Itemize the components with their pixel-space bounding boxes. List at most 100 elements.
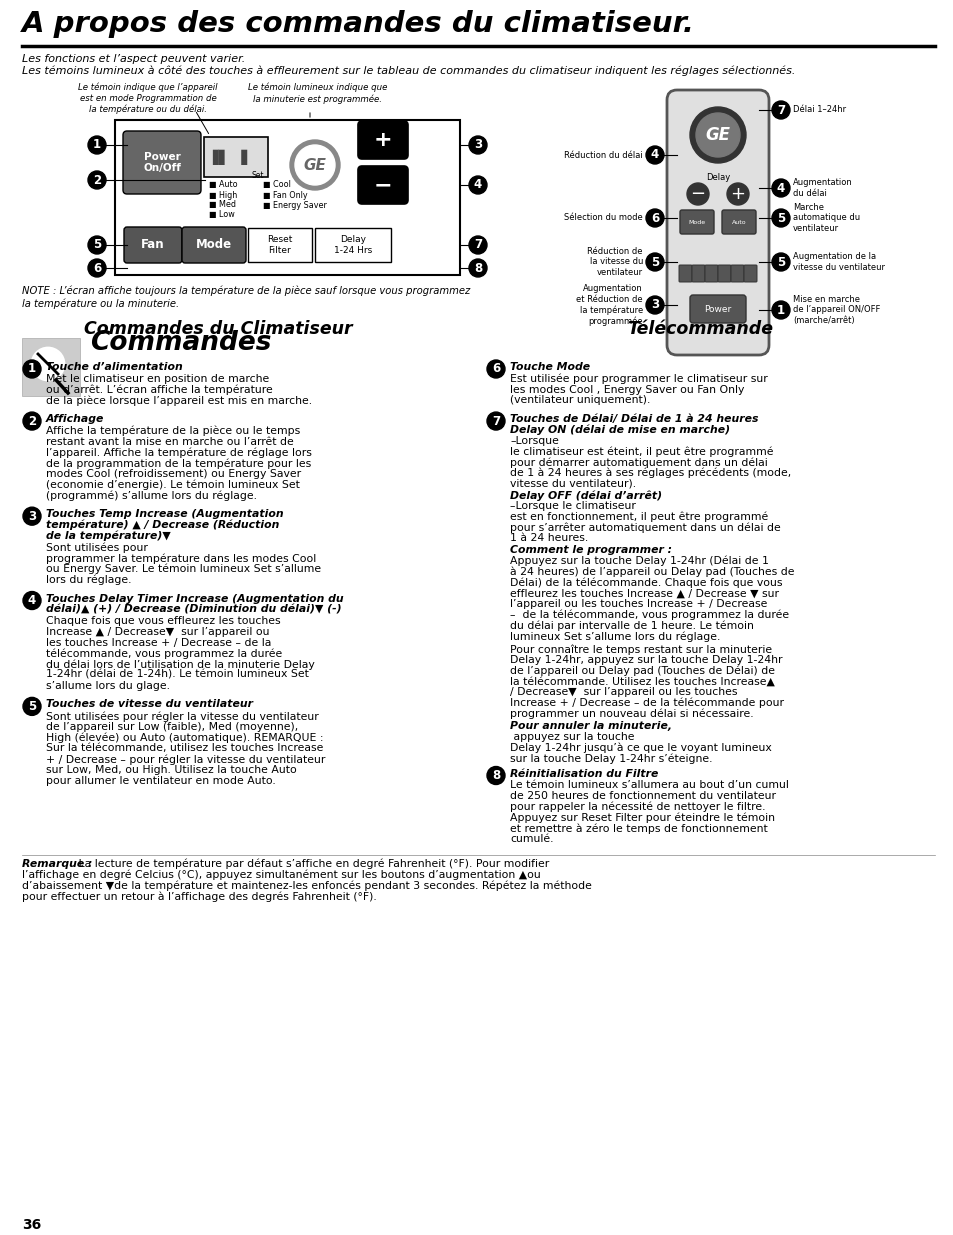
Circle shape (469, 136, 486, 154)
Text: pour allumer le ventilateur en mode Auto.: pour allumer le ventilateur en mode Auto… (46, 776, 275, 785)
Text: Touche Mode: Touche Mode (510, 362, 590, 372)
FancyBboxPatch shape (704, 266, 718, 282)
Text: Pour connaître le temps restant sur la minuterie: Pour connaître le temps restant sur la m… (510, 645, 771, 655)
Text: (ventilateur uniquement).: (ventilateur uniquement). (510, 395, 650, 405)
Text: –  de la télécommande, vous programmez la durée: – de la télécommande, vous programmez la… (510, 610, 788, 620)
Text: (programmé) s’allume lors du réglage.: (programmé) s’allume lors du réglage. (46, 490, 256, 501)
Circle shape (23, 592, 41, 610)
Circle shape (645, 209, 663, 227)
FancyBboxPatch shape (22, 338, 80, 396)
Text: 5: 5 (92, 238, 101, 252)
Text: de l’appareil sur Low (faible), Med (moyenne),: de l’appareil sur Low (faible), Med (moy… (46, 722, 298, 732)
Text: appuyez sur la touche: appuyez sur la touche (510, 732, 634, 742)
Text: Delay OFF (délai d’arrêt): Delay OFF (délai d’arrêt) (510, 490, 661, 501)
FancyBboxPatch shape (689, 295, 745, 324)
Text: Touches de vitesse du ventilateur: Touches de vitesse du ventilateur (46, 699, 253, 709)
Text: + / Decrease – pour régler la vitesse du ventilateur: + / Decrease – pour régler la vitesse du… (46, 755, 325, 764)
FancyBboxPatch shape (730, 266, 743, 282)
Text: les modes Cool , Energy Saver ou Fan Only: les modes Cool , Energy Saver ou Fan Onl… (510, 384, 743, 394)
Text: 4: 4 (650, 148, 659, 162)
Circle shape (771, 253, 789, 270)
Text: Appuyez sur Reset Filter pour éteindre le témoin: Appuyez sur Reset Filter pour éteindre l… (510, 813, 774, 823)
Circle shape (23, 412, 41, 430)
Text: A propos des commandes du climatiseur.: A propos des commandes du climatiseur. (22, 10, 695, 38)
Text: Touche d’alimentation: Touche d’alimentation (46, 362, 183, 372)
Circle shape (645, 146, 663, 164)
Circle shape (88, 170, 106, 189)
Circle shape (645, 253, 663, 270)
Text: 6: 6 (492, 363, 499, 375)
Text: pour démarrer automatiquement dans un délai: pour démarrer automatiquement dans un dé… (510, 457, 767, 468)
Text: 7: 7 (776, 104, 784, 116)
Text: ou d’arrêt. L’écran affiche la température: ou d’arrêt. L’écran affiche la températu… (46, 384, 273, 395)
Text: −: − (690, 185, 705, 203)
Text: Met le climatiseur en position de marche: Met le climatiseur en position de marche (46, 374, 269, 384)
Circle shape (469, 177, 486, 194)
Text: d’abaissement ▼de la température et maintenez-les enfoncés pendant 3 secondes. R: d’abaissement ▼de la température et main… (22, 881, 591, 890)
Text: Mise en marche
de l’appareil ON/OFF
(marche/arrêt): Mise en marche de l’appareil ON/OFF (mar… (792, 295, 880, 325)
FancyBboxPatch shape (721, 210, 755, 233)
Text: Commandes: Commandes (90, 330, 272, 356)
Text: Le témoin lumineux s’allumera au bout d’un cumul: Le témoin lumineux s’allumera au bout d’… (510, 781, 788, 790)
Text: de l’appareil ou Delay pad (Touches de Délai) de: de l’appareil ou Delay pad (Touches de D… (510, 666, 774, 676)
Circle shape (771, 301, 789, 319)
Text: Réduction du délai: Réduction du délai (563, 151, 642, 159)
Text: ■ Med: ■ Med (209, 200, 235, 210)
Text: 3: 3 (650, 299, 659, 311)
FancyBboxPatch shape (182, 227, 246, 263)
Text: Augmentation de la
vitesse du ventilateur: Augmentation de la vitesse du ventilateu… (792, 252, 884, 272)
Text: GE: GE (705, 126, 730, 144)
FancyBboxPatch shape (314, 228, 391, 262)
FancyBboxPatch shape (115, 120, 459, 275)
Text: cumulé.: cumulé. (510, 834, 553, 844)
Circle shape (486, 767, 504, 784)
FancyBboxPatch shape (718, 266, 730, 282)
Text: –Lorsque: –Lorsque (510, 436, 558, 446)
FancyBboxPatch shape (124, 227, 182, 263)
Text: Pour annuler la minuterie,: Pour annuler la minuterie, (510, 721, 671, 731)
Text: −: − (374, 175, 392, 195)
Text: de la programmation de la température pour les: de la programmation de la température po… (46, 458, 311, 468)
Text: programmer un nouveau délai si nécessaire.: programmer un nouveau délai si nécessair… (510, 709, 753, 719)
Text: lumineux Set s’allume lors du réglage.: lumineux Set s’allume lors du réglage. (510, 631, 720, 642)
Text: Fan: Fan (141, 238, 165, 252)
Text: (economie d’energie). Le témoin lumineux Set: (economie d’energie). Le témoin lumineux… (46, 479, 299, 490)
Text: Chaque fois que vous effleurez les touches: Chaque fois que vous effleurez les touch… (46, 616, 280, 626)
Circle shape (469, 236, 486, 254)
Text: Delay 1-24hr, appuyez sur la touche Delay 1-24hr: Delay 1-24hr, appuyez sur la touche Dela… (510, 655, 781, 664)
Text: effleurez les touches Increase ▲ / Decrease ▼ sur: effleurez les touches Increase ▲ / Decre… (510, 588, 779, 598)
Text: ■ Cool: ■ Cool (263, 180, 291, 189)
FancyBboxPatch shape (357, 121, 408, 159)
Text: Mode: Mode (195, 238, 232, 252)
FancyBboxPatch shape (679, 266, 691, 282)
Text: télécommande, vous programmez la durée: télécommande, vous programmez la durée (46, 648, 282, 658)
Text: 8: 8 (492, 769, 499, 782)
Text: 1: 1 (28, 363, 36, 375)
Text: Délai 1–24hr: Délai 1–24hr (792, 105, 845, 115)
FancyBboxPatch shape (666, 90, 768, 354)
Text: du délai par intervalle de 1 heure. Le témoin: du délai par intervalle de 1 heure. Le t… (510, 620, 753, 631)
Circle shape (294, 144, 335, 185)
Text: Réinitialisation du Filtre: Réinitialisation du Filtre (510, 768, 658, 778)
Text: du délai lors de l’utilisation de la minuterie Delay: du délai lors de l’utilisation de la min… (46, 659, 314, 669)
Text: Delay
1-24 Hrs: Delay 1-24 Hrs (334, 236, 372, 254)
Circle shape (686, 183, 708, 205)
Text: –Lorsque le climatiseur: –Lorsque le climatiseur (510, 501, 636, 511)
Text: ▐▌ ▐: ▐▌ ▐ (207, 149, 247, 164)
Text: 5: 5 (28, 700, 36, 713)
Text: ■ Auto: ■ Auto (209, 180, 237, 189)
Text: ■ Fan Only: ■ Fan Only (263, 190, 307, 200)
Circle shape (771, 179, 789, 198)
Text: à 24 heures) de l’appareil ou Delay pad (Touches de: à 24 heures) de l’appareil ou Delay pad … (510, 567, 794, 577)
Text: ou Energy Saver. Le témoin lumineux Set s’allume: ou Energy Saver. Le témoin lumineux Set … (46, 564, 321, 574)
Text: Mode: Mode (688, 220, 705, 225)
Text: Reset
Filter: Reset Filter (267, 236, 293, 254)
Text: Appuyez sur la touche Delay 1-24hr (Délai de 1: Appuyez sur la touche Delay 1-24hr (Déla… (510, 556, 768, 567)
Text: 1-24hr (délai de 1-24h). Le témoin lumineux Set: 1-24hr (délai de 1-24h). Le témoin lumin… (46, 669, 309, 679)
Text: pour effectuer un retour à l’affichage des degrés Fahrenheit (°F).: pour effectuer un retour à l’affichage d… (22, 892, 376, 902)
Text: Increase + / Decrease – de la télécommande pour: Increase + / Decrease – de la télécomman… (510, 698, 783, 709)
Text: Marche
automatique du
ventilateur: Marche automatique du ventilateur (792, 203, 860, 233)
Text: Power
On/Off: Power On/Off (143, 152, 181, 173)
Text: 2: 2 (28, 415, 36, 427)
Circle shape (88, 236, 106, 254)
